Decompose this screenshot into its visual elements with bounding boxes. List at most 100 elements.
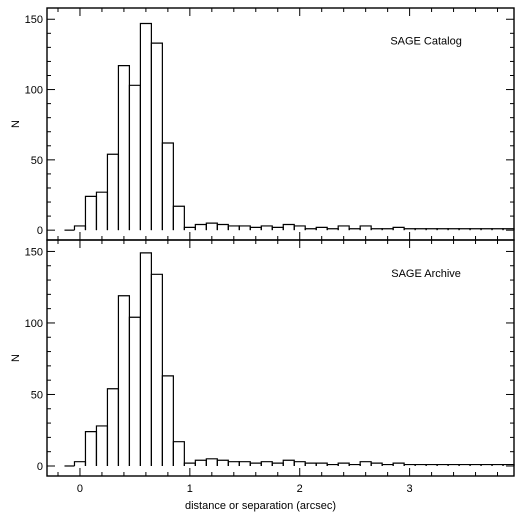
panel-2-x-axis-label: distance or separation (arcsec) bbox=[185, 500, 336, 512]
panel-2-bar bbox=[161, 375, 174, 466]
panel-2: 0 50 100 150 N SAGE Archive 0 1 2 3 distance or se… bbox=[10, 239, 515, 512]
panel-1-ytick-label: 0 bbox=[37, 225, 43, 237]
panel-2-annotation: SAGE Archive bbox=[391, 268, 461, 280]
panel-1-bar bbox=[315, 226, 328, 231]
panel-2-bar bbox=[392, 462, 405, 466]
panel-2-bar bbox=[458, 463, 471, 466]
panel-1-bar bbox=[73, 225, 87, 231]
panel-2-bar bbox=[447, 463, 460, 466]
panel-2-bar bbox=[304, 462, 317, 466]
panel-1-bar bbox=[403, 228, 416, 231]
panel-1-bar bbox=[326, 228, 339, 231]
panel-2-bar bbox=[348, 463, 361, 466]
panel-1-bar bbox=[227, 225, 240, 231]
panel-1-bar bbox=[447, 228, 460, 231]
panel-1-bar bbox=[359, 225, 372, 231]
panel-1-annotation: SAGE Catalog bbox=[390, 36, 462, 48]
panel-1-bar bbox=[348, 228, 361, 231]
panel-2-xtick-label: 1 bbox=[187, 483, 193, 495]
panel-2-bar bbox=[238, 461, 251, 466]
panel-2-bar bbox=[106, 388, 120, 466]
panel-2-bar bbox=[436, 463, 449, 466]
panel-2-bar bbox=[205, 458, 218, 466]
panel-1-ytick-label: 150 bbox=[25, 14, 43, 26]
panel-2-bar bbox=[425, 463, 438, 466]
panel-2-xtick-label: 3 bbox=[407, 483, 413, 495]
panel-1-bar bbox=[304, 228, 317, 231]
panel-1-bar bbox=[293, 225, 306, 231]
panel-2-xtick-label: 0 bbox=[77, 483, 83, 495]
panel-1-bar bbox=[337, 225, 350, 231]
panel-2-y-axis-label: N bbox=[10, 354, 22, 362]
panel-2-bar bbox=[293, 461, 306, 466]
panel-2-bar bbox=[403, 463, 416, 466]
panel-1-bar bbox=[469, 228, 482, 231]
panel-2-ytick-label: 150 bbox=[25, 246, 43, 258]
panel-2-bar bbox=[315, 462, 328, 466]
panel-1-y-axis-label: N bbox=[10, 120, 22, 128]
panel-2-bar bbox=[183, 462, 196, 466]
panel-2-bar bbox=[337, 462, 350, 466]
panel-1-bar bbox=[150, 42, 163, 231]
panel-1-bar bbox=[216, 223, 229, 231]
panel-2-bar bbox=[414, 463, 427, 466]
panel-2-xtick-label: 2 bbox=[297, 483, 303, 495]
panel-1-bar bbox=[238, 225, 251, 231]
panel-2-bar bbox=[370, 462, 383, 466]
panel-2-bar bbox=[95, 425, 109, 466]
panel-2-bar bbox=[172, 441, 185, 466]
panel-1-bar bbox=[392, 226, 405, 231]
panel-2-bar bbox=[150, 273, 163, 466]
panel-1-bar bbox=[161, 142, 174, 231]
panel-2-bar bbox=[326, 463, 339, 466]
panel-2-ytick-label: 50 bbox=[31, 389, 43, 401]
panel-2-bar bbox=[249, 462, 262, 466]
panel-2-bar bbox=[469, 463, 482, 466]
panel-1-bar bbox=[502, 228, 515, 231]
panel-2-ytick-label: 0 bbox=[37, 461, 43, 473]
panel-1-bar bbox=[183, 226, 196, 231]
panel-1-ytick-label: 50 bbox=[31, 155, 43, 167]
panel-2-bar bbox=[381, 463, 394, 466]
panel-1-bar bbox=[95, 191, 109, 231]
panel-1: 0 50 100 150 N SAGE Catalog bbox=[10, 7, 515, 241]
panel-2-bar bbox=[359, 461, 372, 466]
panel-1-bar bbox=[117, 65, 131, 231]
panel-1-bar bbox=[249, 226, 262, 231]
panel-1-bar bbox=[106, 153, 120, 231]
panel-2-bar bbox=[260, 461, 273, 466]
panel-2-frame bbox=[46, 239, 515, 477]
panel-2-bar bbox=[128, 316, 141, 466]
panel-1-bar bbox=[370, 228, 383, 231]
panel-1-bar bbox=[436, 228, 449, 231]
panel-2-bar bbox=[227, 461, 240, 466]
panel-1-bar bbox=[425, 228, 438, 231]
panel-1-bar bbox=[84, 195, 98, 231]
panel-2-bar bbox=[194, 459, 207, 466]
panel-1-bar bbox=[480, 228, 493, 231]
panel-2-bar bbox=[282, 459, 295, 466]
panel-2-bar bbox=[271, 462, 284, 466]
panel-1-ytick-label: 100 bbox=[25, 85, 43, 97]
panel-1-bar bbox=[194, 223, 207, 231]
panel-2-bar bbox=[491, 463, 504, 466]
panel-2-bar bbox=[139, 252, 152, 466]
panel-1-bar bbox=[458, 228, 471, 231]
panel-2-bar bbox=[216, 459, 229, 466]
panel-1-bar bbox=[172, 205, 185, 231]
panel-1-bar bbox=[260, 225, 273, 231]
panel-2-bar bbox=[73, 461, 87, 466]
panel-2-bar bbox=[480, 463, 493, 466]
panel-1-bar bbox=[128, 84, 141, 231]
panel-1-bar bbox=[271, 226, 284, 231]
panel-1-bar bbox=[139, 22, 152, 231]
panel-1-bar bbox=[282, 223, 295, 231]
panel-1-bar bbox=[205, 222, 218, 231]
panel-1-bar bbox=[381, 228, 394, 231]
panel-2-ytick-label: 100 bbox=[25, 318, 43, 330]
panel-2-bar bbox=[117, 295, 131, 466]
panel-1-bar bbox=[491, 228, 504, 231]
panel-1-bar bbox=[414, 228, 427, 231]
panel-2-bar bbox=[502, 463, 515, 466]
